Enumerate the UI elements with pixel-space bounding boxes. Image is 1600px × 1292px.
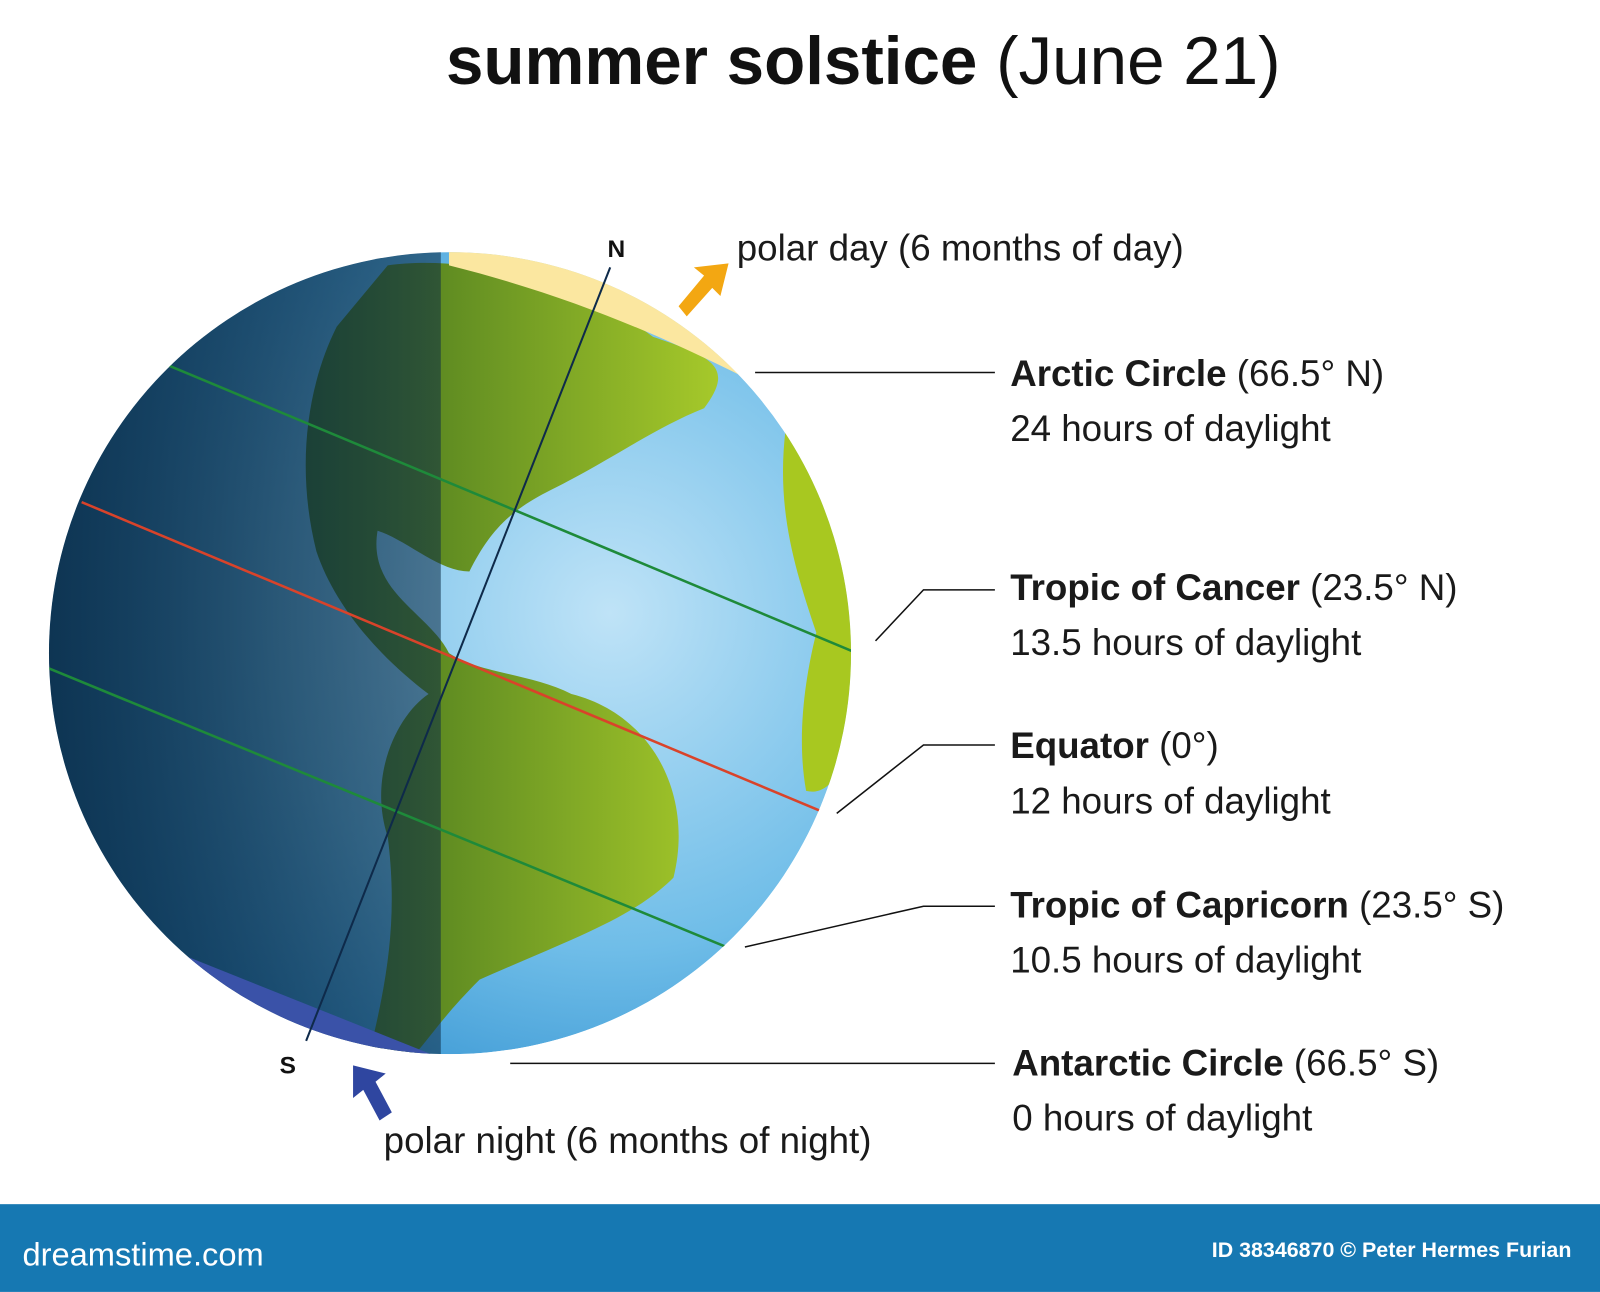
circle-title: Tropic of Capricorn (23.5° S): [1010, 884, 1504, 925]
circle-name: Equator: [1010, 725, 1149, 766]
circle-labels: Arctic Circle (66.5° N) 24 hours of dayl…: [1010, 353, 1504, 1139]
circle-latitude: (66.5° N): [1237, 353, 1384, 394]
circle-name: Arctic Circle: [1010, 353, 1226, 394]
circle-daylight: 10.5 hours of daylight: [1010, 940, 1361, 981]
circle-latitude: (0°): [1159, 725, 1219, 766]
polar-day-arrow: [678, 263, 729, 317]
circle-daylight: 24 hours of daylight: [1010, 408, 1330, 449]
south-label: S: [280, 1053, 296, 1080]
footer-bar: [0, 1204, 1600, 1292]
title-date: (June 21): [996, 24, 1280, 99]
polar-night-label: polar night (6 months of night): [384, 1120, 872, 1161]
polar-night-arrow: [353, 1065, 392, 1121]
circle-daylight: 12 hours of daylight: [1010, 780, 1330, 821]
leader-lines: [510, 371, 995, 1065]
north-label: N: [607, 236, 625, 263]
globe: [48, 252, 852, 1055]
circle-name: Tropic of Capricorn: [1010, 884, 1349, 925]
circle-name: Tropic of Cancer: [1010, 567, 1300, 608]
axis: [305, 267, 612, 1042]
circle-daylight: 0 hours of daylight: [1012, 1098, 1312, 1139]
circle-daylight: 13.5 hours of daylight: [1010, 622, 1361, 663]
footer-credit: ID 38346870 © Peter Hermes Furian: [1212, 1238, 1572, 1262]
circle-latitude: (23.5° N): [1310, 567, 1457, 608]
circle-title: Antarctic Circle (66.5° S): [1012, 1043, 1439, 1084]
polar-day-label: polar day (6 months of day): [737, 227, 1184, 268]
circle-name: Antarctic Circle: [1012, 1043, 1283, 1084]
circle-latitude: (66.5° S): [1294, 1043, 1439, 1084]
circle-title: Equator (0°): [1010, 725, 1218, 766]
title-main: summer solstice: [446, 24, 977, 99]
circle-latitude: (23.5° S): [1359, 884, 1504, 925]
title: summer solstice (June 21): [446, 24, 1281, 99]
circle-title: Tropic of Cancer (23.5° N): [1010, 567, 1457, 608]
circle-title: Arctic Circle (66.5° N): [1010, 353, 1384, 394]
footer-brand: dreamstime.com: [22, 1235, 263, 1272]
